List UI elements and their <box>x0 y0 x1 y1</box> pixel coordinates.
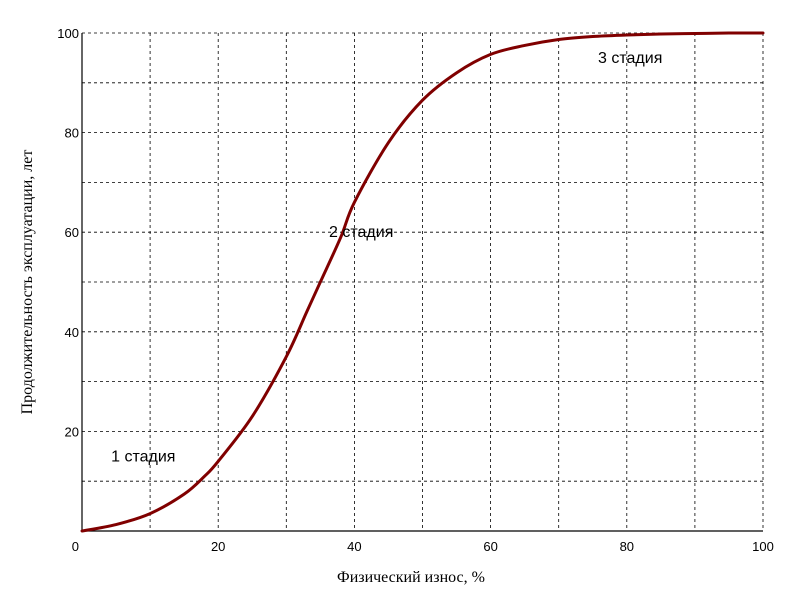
y-tick-label: 80 <box>65 126 79 141</box>
y-tick-label: 40 <box>65 325 79 340</box>
x-tick-label: 100 <box>752 539 774 554</box>
tick-labels: 0 20 40 60 80 100 20 40 60 80 100 <box>57 26 774 554</box>
stage-annotation: 2 стадия <box>329 224 393 241</box>
x-tick-label: 60 <box>483 539 497 554</box>
x-tick-label: 80 <box>620 539 634 554</box>
y-tick-label: 60 <box>65 225 79 240</box>
y-axis-label: Продолжительность эксплуатации, лет <box>19 150 36 415</box>
x-axis-label: Физический износ, % <box>337 569 485 586</box>
series-line <box>80 31 765 533</box>
stage-annotation: 3 стадия <box>598 50 662 67</box>
x-tick-label: 20 <box>211 539 225 554</box>
y-tick-label: 20 <box>65 424 79 439</box>
y-tick-label: 100 <box>57 26 79 41</box>
annotations: 1 стадия 2 стадия 3 стадия <box>111 50 662 465</box>
axes <box>81 33 763 532</box>
x-tick-label: 40 <box>347 539 361 554</box>
x-tick-label: 0 <box>72 539 79 554</box>
grid <box>82 32 764 531</box>
stage-annotation: 1 стадия <box>111 448 175 465</box>
series-layer <box>80 31 765 533</box>
